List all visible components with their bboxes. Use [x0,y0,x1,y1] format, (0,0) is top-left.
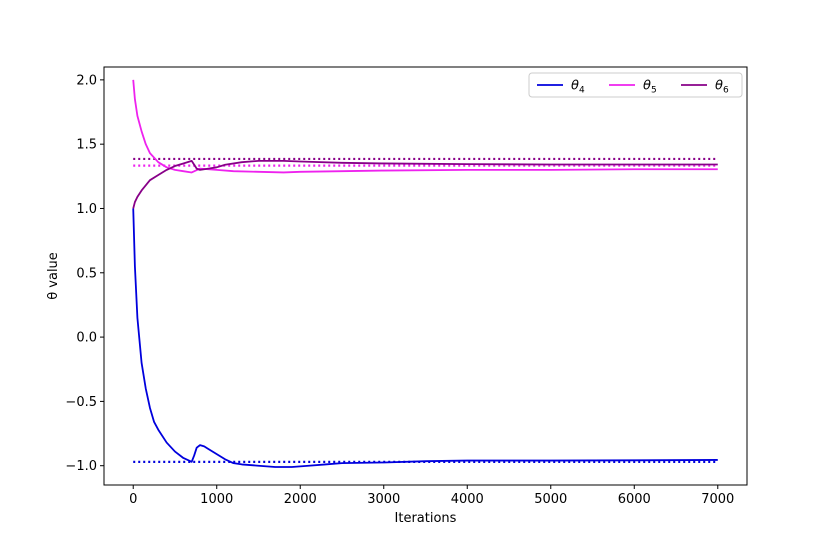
y-tick-label: 1.0 [76,202,97,217]
x-tick-label: 5000 [534,492,567,507]
x-tick-label: 0 [129,492,137,507]
plot-frame [103,66,748,486]
x-tick-label: 6000 [618,492,651,507]
x-tick-label: 1000 [200,492,233,507]
y-tick-label: 1.5 [76,138,97,153]
y-axis-label: θ value [46,252,61,300]
legend-label-subscript: 6 [723,86,729,96]
series-lines [132,79,718,468]
series-line-θ5 [132,79,718,174]
legend-label-subscript: 4 [579,86,585,96]
legend: θ4 θ5 θ6 [528,72,743,98]
x-axis-label: Iterations [395,511,457,526]
y-tick-label: 2.0 [76,73,97,88]
y-tick-label: −1.0 [65,459,97,474]
y-tick-label: 0.0 [76,331,97,346]
legend-box [528,72,743,98]
x-tick-label: 2000 [284,492,317,507]
legend-label-subscript: 5 [651,86,657,96]
x-axis: 0 1000 2000 3000 4000 5000 6000 7000 [129,485,734,507]
series-line-θ4 [132,208,718,468]
x-tick-label: 3000 [367,492,400,507]
y-tick-label: −0.5 [65,395,97,410]
y-tick-label: 0.5 [76,266,97,281]
x-tick-label: 7000 [701,492,734,507]
series-line-θ6 [132,159,718,209]
y-axis: −1.0 −0.5 0.0 0.5 1.0 1.5 2.0 [65,73,104,474]
x-tick-label: 4000 [451,492,484,507]
